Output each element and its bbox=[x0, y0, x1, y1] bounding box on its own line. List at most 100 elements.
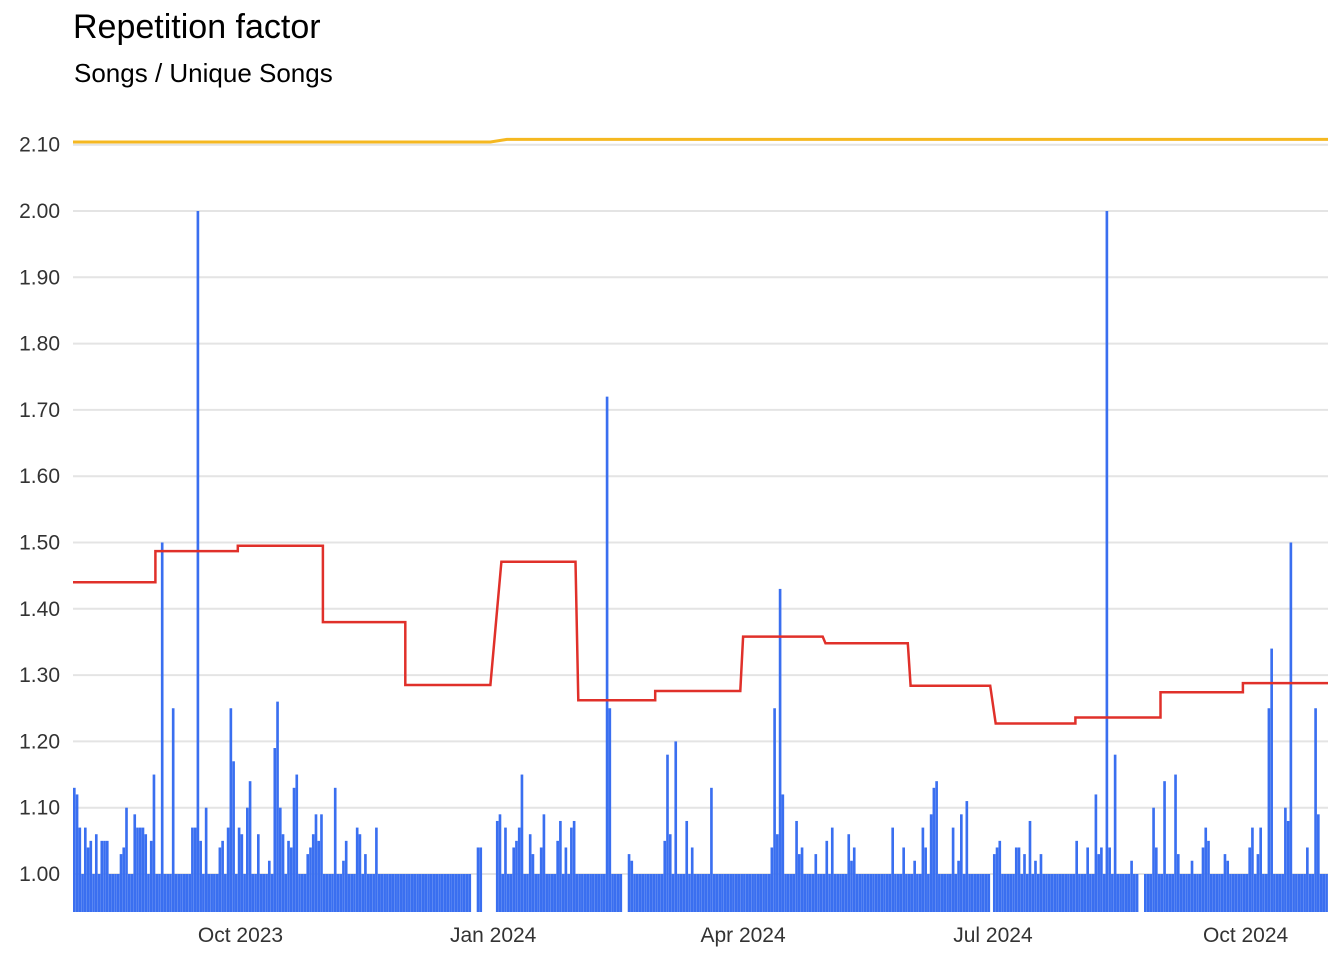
daily-bar bbox=[808, 874, 812, 912]
daily-bar bbox=[1149, 874, 1153, 912]
daily-bar bbox=[592, 874, 595, 912]
daily-bar bbox=[1264, 874, 1268, 912]
daily-bar bbox=[800, 847, 804, 912]
y-tick-label: 1.00 bbox=[19, 863, 60, 886]
daily-bar bbox=[350, 874, 354, 912]
daily-bar bbox=[506, 874, 510, 912]
daily-bar bbox=[182, 874, 186, 912]
daily-bars bbox=[73, 211, 1328, 912]
daily-bar bbox=[1105, 211, 1109, 912]
daily-bar bbox=[1100, 847, 1103, 912]
daily-bar bbox=[248, 781, 252, 912]
daily-bar bbox=[517, 827, 521, 912]
daily-bar bbox=[1262, 874, 1265, 912]
daily-bar bbox=[1196, 874, 1199, 912]
daily-bar bbox=[224, 874, 227, 912]
daily-bar bbox=[781, 794, 785, 912]
daily-bar bbox=[1144, 874, 1147, 912]
daily-bar bbox=[116, 874, 120, 912]
daily-bar bbox=[1306, 847, 1309, 912]
daily-bar bbox=[284, 874, 288, 912]
daily-bar bbox=[811, 874, 815, 912]
daily-bar bbox=[399, 874, 403, 912]
daily-bar bbox=[1058, 874, 1062, 912]
daily-bar bbox=[1270, 648, 1273, 912]
daily-bar bbox=[888, 874, 892, 912]
daily-bar bbox=[353, 874, 356, 912]
daily-bar bbox=[957, 860, 960, 912]
daily-bar bbox=[232, 761, 235, 912]
daily-bar bbox=[1116, 874, 1120, 912]
daily-bar bbox=[1006, 874, 1010, 912]
daily-bar bbox=[537, 874, 540, 912]
daily-bar bbox=[874, 874, 878, 912]
daily-bar bbox=[940, 874, 944, 912]
daily-bar bbox=[509, 874, 513, 912]
daily-bar bbox=[1135, 874, 1139, 912]
daily-bar bbox=[913, 860, 916, 912]
y-tick-label: 1.60 bbox=[19, 465, 60, 488]
daily-bar bbox=[240, 834, 244, 912]
daily-bar bbox=[188, 874, 191, 912]
daily-bar bbox=[1207, 840, 1210, 912]
y-tick-label: 1.80 bbox=[19, 333, 60, 356]
daily-bar bbox=[457, 874, 461, 912]
daily-bar bbox=[122, 847, 126, 912]
daily-bar bbox=[1198, 874, 1202, 912]
daily-bar bbox=[839, 874, 842, 912]
daily-bar bbox=[410, 874, 414, 912]
x-tick-label: Apr 2024 bbox=[700, 924, 786, 947]
daily-bar bbox=[776, 834, 779, 912]
daily-bar bbox=[339, 874, 343, 912]
daily-bar bbox=[180, 874, 183, 912]
daily-bar bbox=[869, 874, 873, 912]
daily-bar bbox=[806, 874, 809, 912]
daily-bar bbox=[103, 840, 106, 912]
daily-bar bbox=[1319, 874, 1323, 912]
daily-bar bbox=[237, 827, 241, 912]
daily-bar bbox=[229, 708, 233, 912]
daily-bar bbox=[246, 807, 249, 912]
daily-bar bbox=[668, 834, 672, 912]
daily-bar bbox=[1251, 827, 1254, 912]
daily-bar bbox=[100, 840, 104, 912]
daily-bar bbox=[155, 874, 159, 912]
daily-bar bbox=[883, 874, 886, 912]
daily-bar bbox=[858, 874, 862, 912]
daily-bar bbox=[984, 874, 988, 912]
daily-bar bbox=[333, 787, 337, 912]
daily-bar bbox=[1325, 874, 1328, 912]
daily-bar bbox=[1171, 874, 1175, 912]
daily-bar bbox=[968, 874, 971, 912]
daily-bar bbox=[454, 874, 458, 912]
daily-bar bbox=[364, 854, 367, 912]
daily-bar bbox=[943, 874, 947, 912]
daily-bar bbox=[817, 874, 820, 912]
daily-bar bbox=[726, 874, 730, 912]
daily-bar bbox=[644, 874, 647, 912]
daily-bar bbox=[383, 874, 386, 912]
daily-bar bbox=[130, 874, 134, 912]
daily-bar bbox=[550, 874, 554, 912]
daily-bar bbox=[1286, 820, 1290, 912]
daily-bar bbox=[270, 874, 274, 912]
daily-bar bbox=[119, 854, 123, 912]
daily-bar bbox=[1050, 874, 1054, 912]
daily-bar bbox=[885, 874, 889, 912]
daily-bar bbox=[449, 874, 452, 912]
daily-bar bbox=[300, 874, 304, 912]
daily-bar bbox=[836, 874, 840, 912]
daily-bar bbox=[548, 874, 551, 912]
daily-bar bbox=[523, 874, 527, 912]
daily-bar bbox=[970, 874, 974, 912]
daily-bar bbox=[600, 874, 603, 912]
daily-bar bbox=[1278, 874, 1282, 912]
daily-bar bbox=[1190, 860, 1194, 912]
daily-bar bbox=[649, 874, 653, 912]
daily-bar bbox=[136, 827, 139, 912]
daily-bar bbox=[267, 860, 271, 912]
daily-bar bbox=[992, 854, 996, 912]
daily-bar bbox=[1119, 874, 1122, 912]
daily-bar bbox=[336, 874, 340, 912]
daily-bar bbox=[1281, 874, 1284, 912]
